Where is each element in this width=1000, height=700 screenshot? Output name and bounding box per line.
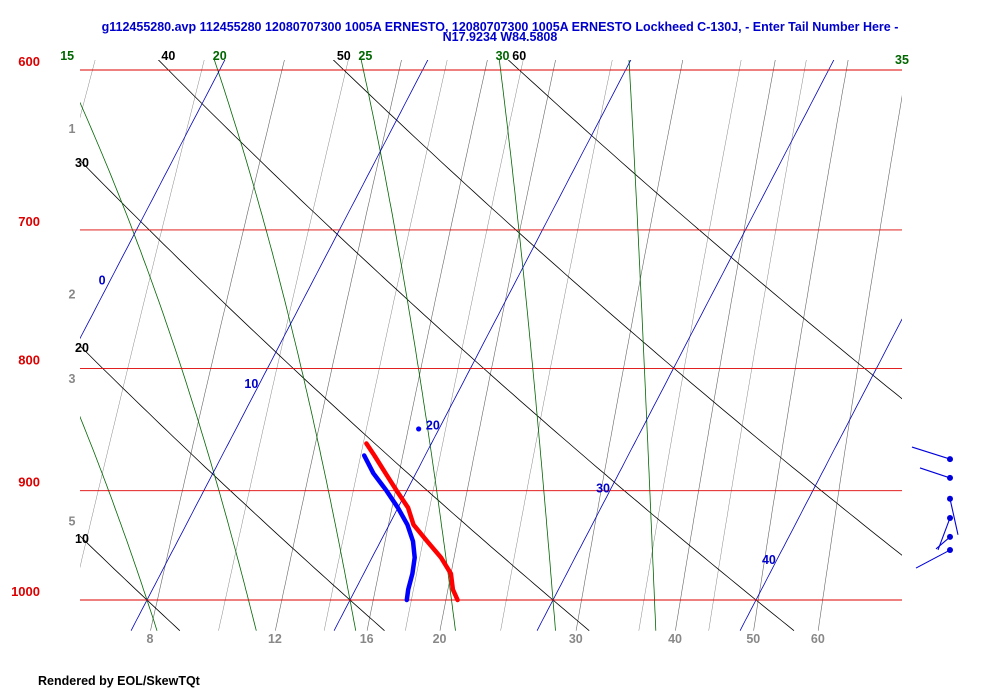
wind-barb-staff [919, 467, 951, 479]
dry-adiabat-line [80, 345, 385, 631]
isotherm-label: 40 [762, 553, 776, 567]
moist-adiabat-line [628, 60, 657, 631]
moist-adiabat-label: 15 [60, 49, 74, 63]
height-label: 1 [69, 122, 76, 136]
isotherm-label: 30 [596, 481, 610, 495]
mixing-ratio-label: 30 [569, 632, 583, 646]
mixing-ratio-line [753, 60, 849, 631]
isotherm-line [739, 318, 902, 631]
height-label: 5 [69, 514, 76, 528]
mixing-ratio-line-minor [323, 60, 448, 631]
mixing-ratio-label: 60 [811, 632, 825, 646]
mixing-ratio-label: 50 [746, 632, 760, 646]
isotherms [0, 53, 1000, 631]
footer-credit: Rendered by EOL/SkewTQt [38, 674, 200, 688]
pressure-label: 600 [18, 54, 40, 69]
mixing-ratio-line-minor [638, 60, 742, 631]
dry-adiabat-label: 30 [75, 156, 89, 170]
dry-adiabats [80, 60, 902, 632]
wind-barb-staff [949, 498, 959, 535]
wind-barb-staff [935, 536, 951, 550]
chart-title-line1: g112455280.avp 112455280 12080707300 100… [101, 20, 899, 34]
mixing-ratio-line-minor [500, 60, 613, 631]
wind-barb-staff [911, 446, 951, 460]
isotherm-line [0, 53, 26, 631]
mixing-ratio-line [439, 60, 556, 631]
chart-title-line2: N17.9234 W84.5808 [442, 30, 558, 44]
mixing-ratio-label: 20 [433, 632, 447, 646]
dry-adiabat-label: 20 [75, 341, 89, 355]
mixing-ratio-label: 40 [668, 632, 682, 646]
pressure-label: 700 [18, 214, 40, 229]
pressure-label: 900 [18, 475, 40, 490]
dry-adiabat-label: 60 [512, 49, 526, 63]
axis-labels: 6007008009001000510152025303510203040506… [11, 49, 909, 646]
dry-adiabat-line [507, 60, 902, 400]
height-label: 3 [69, 372, 76, 386]
pressure-label: 800 [18, 352, 40, 367]
moist-adiabat-line [80, 415, 158, 631]
wind-barb-staff [937, 517, 951, 551]
moist-adiabat-line [80, 101, 257, 631]
dry-adiabat-line [157, 60, 795, 632]
mixing-ratio-label: 16 [360, 632, 374, 646]
isotherm-line [536, 60, 835, 631]
dry-adiabat-label: 10 [75, 532, 89, 546]
moist-adiabat-line [213, 60, 357, 631]
mixing-ratio-line [675, 60, 776, 631]
mixing-ratio-line [817, 94, 902, 631]
dry-adiabat-line [80, 159, 590, 632]
moist-adiabat-label: 35 [895, 53, 909, 67]
moist-adiabat-line [0, 53, 58, 631]
dry-adiabat-line [80, 535, 181, 631]
isotherm-line [943, 53, 1000, 631]
mixing-ratio-line-minor [80, 60, 205, 569]
wind-barb-staff [915, 549, 951, 569]
dewpoint-marker [416, 426, 422, 432]
mixing-ratio-line [575, 60, 684, 631]
mixing-ratio-line-minor [218, 60, 349, 631]
dry-adiabat-label: 50 [337, 49, 351, 63]
height-label: 2 [69, 288, 76, 302]
isotherm-label: 10 [244, 377, 258, 391]
moist-adiabats [0, 53, 657, 631]
moist-adiabat-label: 20 [213, 49, 227, 63]
isotherm-label: 20 [426, 418, 440, 432]
mixing-ratio-line-minor [708, 60, 807, 631]
isotherm-label: 0 [99, 274, 106, 288]
mixing-ratio-line [366, 60, 488, 631]
dewpoint-trace [361, 453, 417, 603]
isobars [80, 69, 902, 601]
mixing-ratio-line-minor [405, 60, 524, 631]
dry-adiabat-label: 40 [161, 49, 175, 63]
sounding-traces [361, 426, 460, 603]
wind-barbs [911, 446, 959, 569]
mixing-ratio-line [150, 60, 285, 631]
moist-adiabat-line [498, 60, 556, 631]
mixing-ratio-line [275, 60, 402, 631]
moist-adiabat-line [360, 60, 456, 631]
temperature-trace [364, 441, 460, 603]
moist-adiabat-label: 30 [496, 49, 510, 63]
mixing-ratio-lines [80, 60, 902, 631]
isotherm-line [80, 60, 226, 340]
isotherm-line [130, 60, 429, 631]
moist-adiabat-label: 25 [358, 49, 372, 63]
dry-adiabat-line [332, 60, 902, 556]
pressure-label: 1000 [11, 584, 40, 599]
mixing-ratio-label: 8 [147, 632, 154, 646]
isotherm-line [333, 60, 632, 631]
mixing-ratio-label: 12 [268, 632, 282, 646]
